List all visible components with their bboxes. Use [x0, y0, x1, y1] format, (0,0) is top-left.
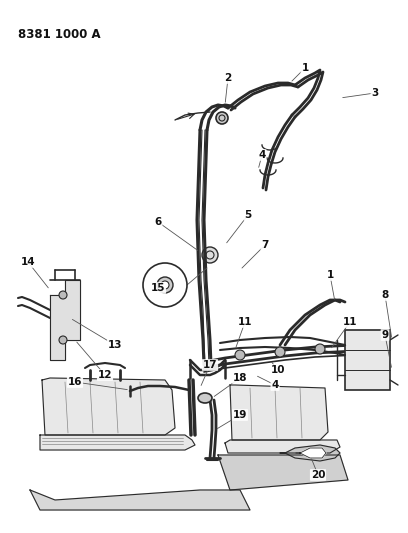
Text: 6: 6 [154, 217, 162, 227]
Polygon shape [218, 455, 348, 490]
Circle shape [59, 336, 67, 344]
Text: 18: 18 [233, 373, 247, 383]
Circle shape [59, 291, 67, 299]
Circle shape [275, 347, 285, 357]
Text: 11: 11 [238, 317, 252, 327]
Text: 15: 15 [151, 283, 165, 293]
Text: 17: 17 [203, 360, 217, 370]
Ellipse shape [198, 393, 212, 403]
Text: 11: 11 [343, 317, 357, 327]
Circle shape [216, 112, 228, 124]
Text: 1: 1 [326, 270, 334, 280]
Polygon shape [50, 280, 80, 360]
Text: 14: 14 [21, 257, 35, 267]
Text: 9: 9 [381, 330, 388, 340]
Text: 7: 7 [261, 240, 269, 250]
Text: 4: 4 [258, 150, 266, 160]
Text: 8381 1000 A: 8381 1000 A [18, 28, 101, 41]
Circle shape [143, 263, 187, 307]
Bar [345, 330, 390, 390]
Text: 20: 20 [311, 470, 325, 480]
Polygon shape [225, 440, 340, 453]
Polygon shape [42, 378, 175, 435]
Text: 16: 16 [68, 377, 82, 387]
Text: 2: 2 [224, 73, 232, 83]
Text: 13: 13 [108, 340, 122, 350]
Text: 4: 4 [271, 380, 279, 390]
Circle shape [157, 277, 173, 293]
Text: 1: 1 [302, 63, 308, 73]
Circle shape [202, 247, 218, 263]
Polygon shape [230, 385, 328, 440]
Text: 19: 19 [233, 410, 247, 420]
Circle shape [315, 344, 325, 354]
Circle shape [235, 350, 245, 360]
Text: 12: 12 [98, 370, 112, 380]
Text: 8: 8 [381, 290, 389, 300]
Circle shape [161, 281, 169, 289]
Text: 5: 5 [244, 210, 252, 220]
Polygon shape [30, 490, 250, 510]
Polygon shape [296, 448, 326, 458]
Polygon shape [280, 445, 340, 461]
Text: 3: 3 [371, 88, 379, 98]
Polygon shape [40, 435, 195, 450]
Text: 10: 10 [271, 365, 285, 375]
